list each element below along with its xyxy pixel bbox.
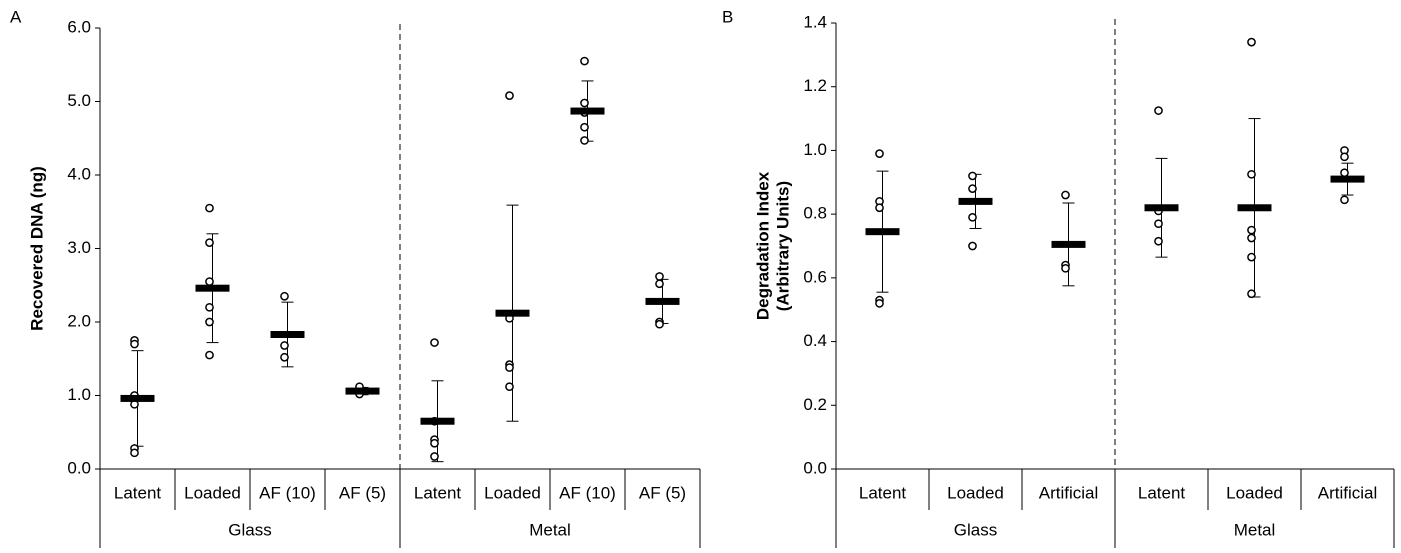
x-tick-label: AF (10) — [259, 483, 316, 502]
data-point — [1247, 289, 1256, 299]
y-tick-label: 0.0 — [803, 458, 827, 477]
mean-bar — [865, 228, 900, 236]
mean-bar — [120, 394, 155, 402]
x-tick-label: Artificial — [1039, 483, 1099, 502]
data-point — [280, 352, 289, 362]
mean-bar — [1330, 175, 1365, 183]
y-tick-label: 4.0 — [67, 164, 91, 183]
y-tick-label: 0.0 — [67, 458, 91, 477]
data-point — [205, 238, 214, 247]
data-point — [1247, 225, 1256, 235]
x-tick-label: Latent — [414, 483, 462, 502]
data-point — [430, 338, 439, 347]
mean-bar — [570, 107, 605, 115]
data-point — [1247, 37, 1256, 47]
data-point — [875, 149, 884, 158]
y-tick-label: 1.0 — [67, 385, 91, 404]
data-point — [580, 98, 589, 108]
data-point — [130, 448, 139, 458]
y-tick-label: 0.8 — [803, 204, 827, 223]
group-label: Glass — [228, 520, 271, 539]
data-point — [1247, 233, 1256, 243]
y-tick-label: 1.4 — [803, 12, 827, 31]
data-point — [968, 171, 977, 181]
mean-bar — [1237, 204, 1272, 212]
y-tick-label: 1.0 — [803, 140, 827, 159]
y-tick-label: 6.0 — [67, 17, 91, 36]
y-tick-label: 5.0 — [67, 91, 91, 110]
data-point — [280, 341, 289, 350]
data-point — [505, 363, 514, 372]
group-label: Metal — [529, 520, 571, 539]
data-point — [205, 277, 214, 286]
data-point — [655, 279, 664, 289]
mean-bar — [495, 309, 530, 317]
panel-label: B — [722, 7, 733, 26]
data-point — [430, 452, 439, 461]
data-point — [130, 339, 139, 349]
data-point — [505, 382, 514, 392]
x-tick-label: AF (5) — [639, 483, 686, 502]
data-point — [875, 298, 884, 308]
data-point — [655, 319, 664, 329]
data-point — [430, 438, 439, 448]
data-point — [505, 91, 514, 100]
data-point — [580, 122, 589, 132]
x-tick-label: Loaded — [484, 483, 541, 502]
data-point — [655, 272, 664, 281]
data-point — [1154, 236, 1163, 246]
x-tick-label: Latent — [859, 483, 907, 502]
data-point — [968, 212, 977, 222]
group-label: Metal — [1234, 520, 1276, 539]
y-axis-label: Recovered DNA (ng) — [27, 166, 46, 331]
y-tick-label: 0.6 — [803, 267, 827, 286]
data-point — [875, 203, 884, 213]
y-axis-label: Degradation Index — [753, 171, 772, 320]
y-axis-label: (Arbitrary Units) — [773, 181, 792, 311]
y-tick-label: 1.2 — [803, 76, 827, 95]
x-tick-label: AF (10) — [559, 483, 616, 502]
data-point — [1154, 219, 1163, 229]
data-point — [580, 56, 589, 66]
mean-bar — [1051, 240, 1086, 248]
mean-bar — [1144, 204, 1179, 212]
y-tick-label: 0.4 — [803, 331, 827, 350]
mean-bar — [645, 297, 680, 305]
x-tick-label: AF (5) — [339, 483, 386, 502]
data-point — [280, 291, 289, 301]
x-tick-label: Loaded — [184, 483, 241, 502]
data-point — [1340, 168, 1349, 178]
data-point — [1154, 106, 1163, 115]
data-point — [205, 203, 214, 213]
data-point — [1340, 152, 1349, 162]
panel-label: A — [10, 7, 22, 26]
x-tick-label: Latent — [114, 483, 162, 502]
mean-bar — [420, 417, 455, 425]
data-point — [1061, 263, 1070, 273]
data-point — [205, 302, 214, 312]
mean-bar — [958, 197, 993, 205]
mean-bar — [195, 284, 230, 292]
data-point — [968, 241, 977, 251]
x-tick-label: Latent — [1138, 483, 1186, 502]
data-point — [205, 317, 214, 327]
group-label: Glass — [954, 520, 997, 539]
y-tick-label: 2.0 — [67, 311, 91, 330]
y-tick-label: 3.0 — [67, 238, 91, 257]
mean-bar — [270, 330, 305, 338]
x-tick-label: Artificial — [1318, 483, 1378, 502]
data-point — [968, 184, 977, 194]
data-point — [1247, 169, 1256, 179]
data-point — [205, 350, 214, 360]
data-point — [1061, 190, 1070, 200]
mean-bar — [345, 387, 380, 395]
data-point — [1247, 252, 1256, 262]
x-tick-label: Loaded — [947, 483, 1004, 502]
data-point — [580, 136, 589, 145]
data-point — [1340, 195, 1349, 205]
y-tick-label: 0.2 — [803, 395, 827, 414]
x-tick-label: Loaded — [1226, 483, 1283, 502]
